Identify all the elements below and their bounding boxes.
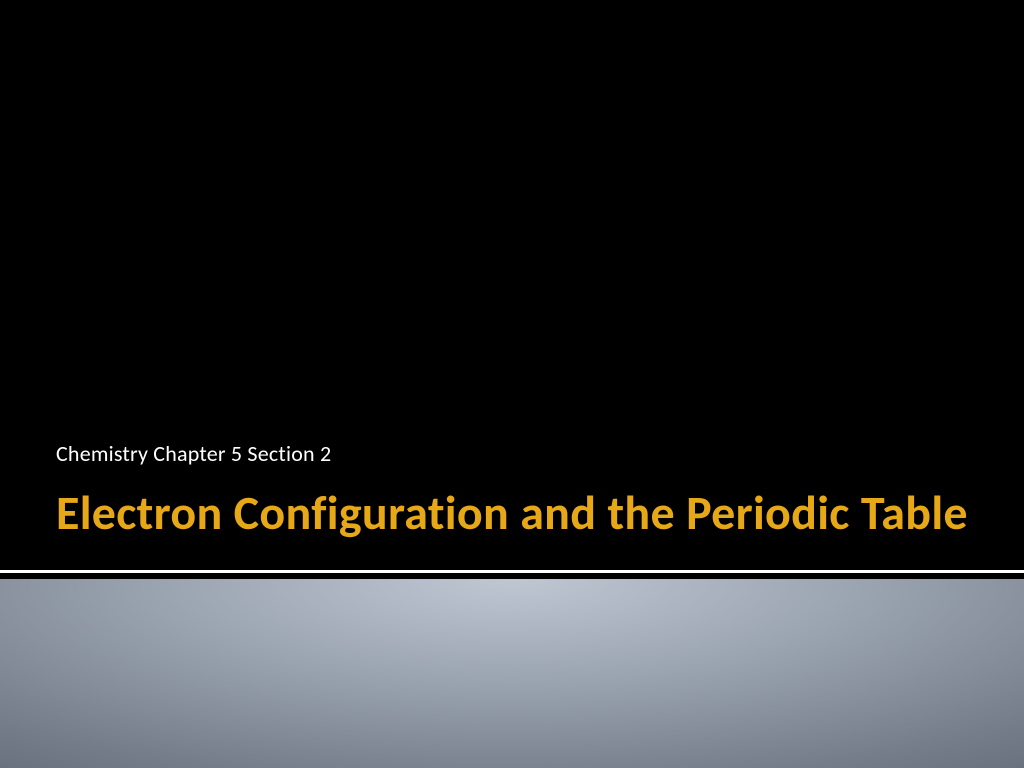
slide-title: Electron Configuration and the Periodic … bbox=[56, 485, 968, 540]
presentation-slide: Chemistry Chapter 5 Section 2 Electron C… bbox=[0, 0, 1024, 768]
title-section: Chemistry Chapter 5 Section 2 Electron C… bbox=[0, 0, 1024, 570]
bottom-gradient-panel bbox=[0, 579, 1024, 768]
slide-subtitle: Chemistry Chapter 5 Section 2 bbox=[56, 440, 968, 467]
